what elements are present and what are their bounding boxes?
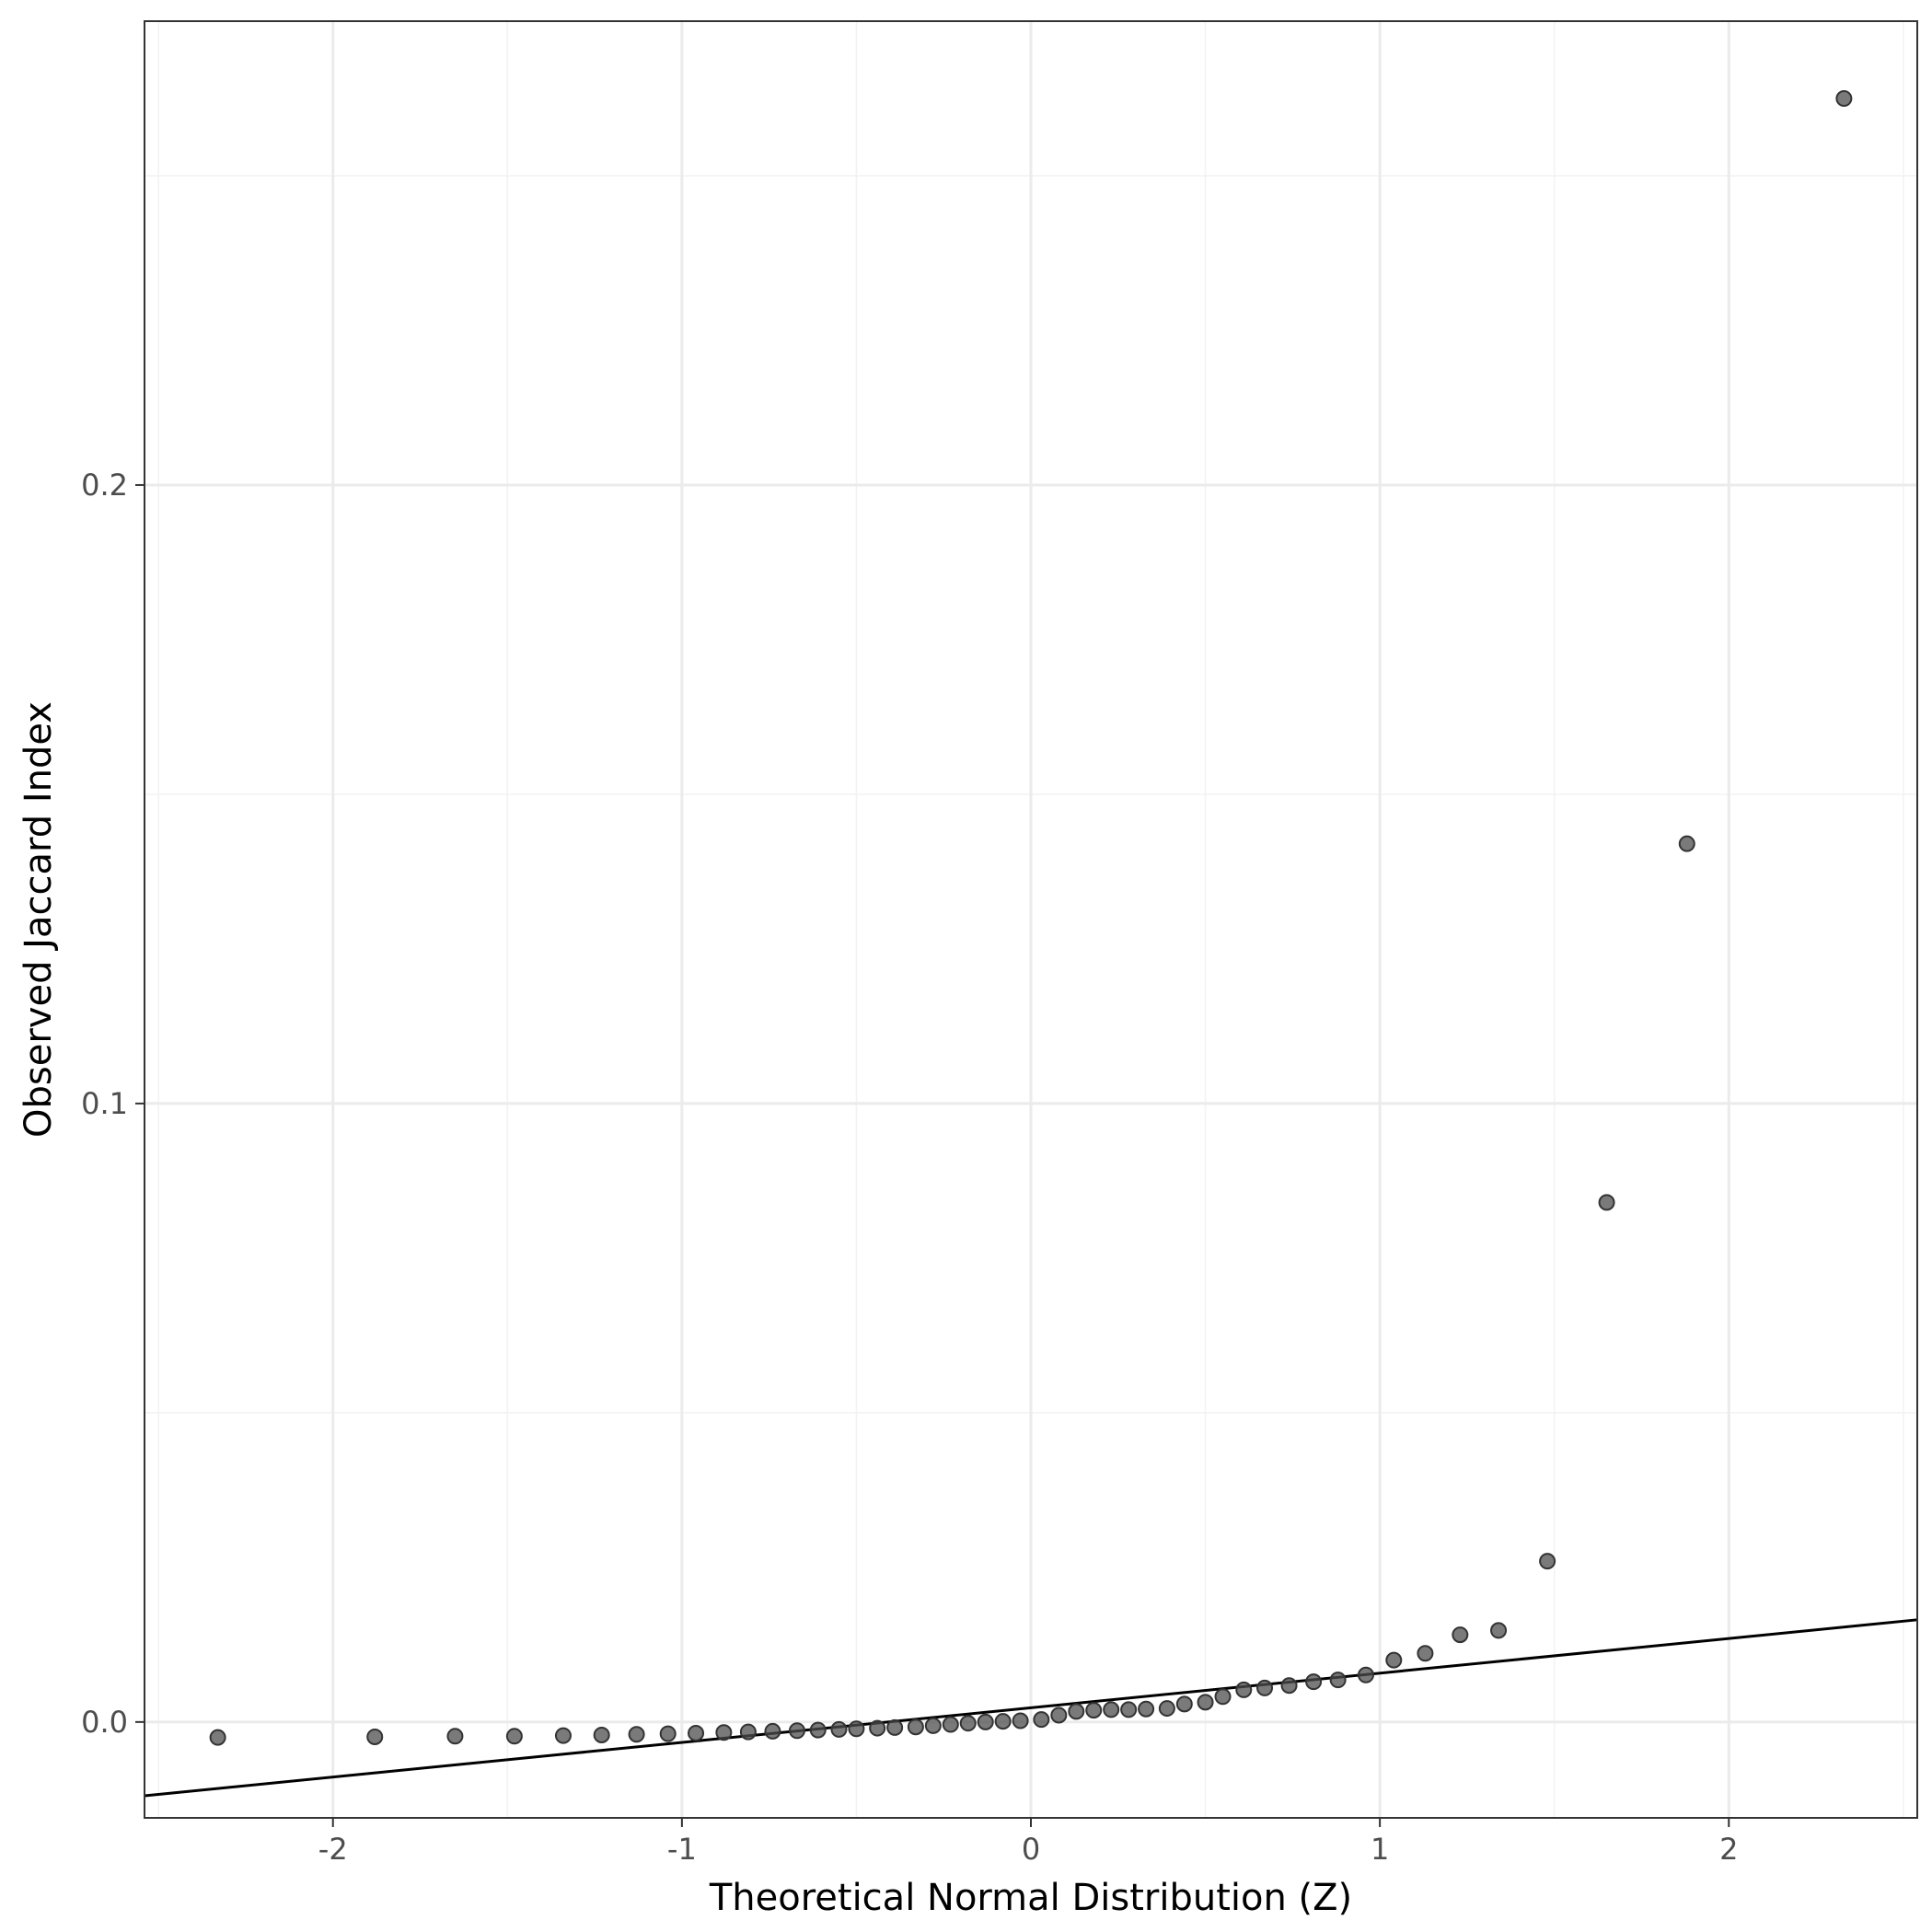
data-point: [1138, 1700, 1155, 1718]
x-axis-ticks: -2 -1 0 1 2: [318, 1818, 1738, 1867]
data-point: [1280, 1677, 1298, 1695]
data-point: [1385, 1651, 1403, 1669]
data-point: [1235, 1681, 1253, 1698]
data-point: [1012, 1712, 1029, 1730]
data-point: [659, 1725, 677, 1742]
data-point: [593, 1726, 610, 1743]
data-point: [366, 1728, 384, 1745]
data-point: [886, 1718, 904, 1736]
y-tick-label: 0.0: [81, 1705, 128, 1740]
data-point: [848, 1720, 865, 1738]
y-axis-title: Observed Jaccard Index: [17, 701, 60, 1138]
data-point: [1417, 1645, 1434, 1662]
data-point: [688, 1724, 705, 1741]
data-point: [1103, 1701, 1120, 1718]
data-point: [907, 1718, 924, 1736]
reference-line: [144, 1618, 1918, 1798]
data-point: [1305, 1673, 1323, 1691]
data-point: [994, 1713, 1012, 1730]
data-point: [1490, 1622, 1508, 1639]
data-point: [554, 1727, 572, 1744]
data-points: [209, 89, 1853, 1746]
data-point: [446, 1728, 464, 1745]
data-point: [715, 1724, 733, 1741]
x-axis-title: Theoretical Normal Distribution (Z): [709, 1877, 1352, 1919]
data-point: [1256, 1679, 1274, 1696]
data-point: [1835, 89, 1853, 107]
data-point: [1158, 1700, 1175, 1718]
x-tick-label: 1: [1371, 1832, 1389, 1867]
y-tick-label: 0.2: [81, 468, 128, 503]
data-point: [1085, 1702, 1103, 1719]
data-point: [788, 1722, 805, 1740]
grid-major: [145, 21, 1917, 1818]
data-point: [1175, 1695, 1193, 1713]
data-point: [869, 1719, 886, 1737]
data-point: [1539, 1553, 1556, 1570]
data-point: [209, 1729, 226, 1746]
data-point: [1678, 835, 1695, 852]
data-point: [924, 1717, 942, 1734]
x-tick-label: 2: [1719, 1832, 1738, 1867]
data-point: [1068, 1703, 1085, 1720]
data-point: [942, 1716, 959, 1733]
data-point: [1329, 1672, 1347, 1689]
reference-line-layer: [144, 1618, 1918, 1798]
x-tick-label: -2: [318, 1832, 348, 1867]
data-point: [1197, 1694, 1214, 1711]
data-point: [1033, 1711, 1050, 1729]
data-point: [505, 1728, 523, 1745]
y-tick-label: 0.1: [81, 1086, 128, 1121]
data-point: [739, 1723, 757, 1741]
x-tick-label: -1: [667, 1832, 697, 1867]
data-point: [1214, 1688, 1232, 1706]
grid-minor: [145, 21, 1917, 1818]
data-point: [1120, 1701, 1138, 1718]
x-tick-label: 0: [1022, 1832, 1040, 1867]
data-point: [809, 1721, 827, 1739]
data-point: [1357, 1666, 1374, 1683]
data-point: [764, 1722, 781, 1740]
data-point: [1050, 1706, 1068, 1724]
data-point: [1452, 1626, 1469, 1644]
data-point: [1598, 1194, 1615, 1211]
data-point: [977, 1713, 994, 1730]
y-axis-ticks: 0.0 0.1 0.2: [81, 468, 145, 1740]
data-point: [959, 1715, 977, 1732]
data-point: [628, 1726, 645, 1743]
data-point: [830, 1720, 848, 1738]
